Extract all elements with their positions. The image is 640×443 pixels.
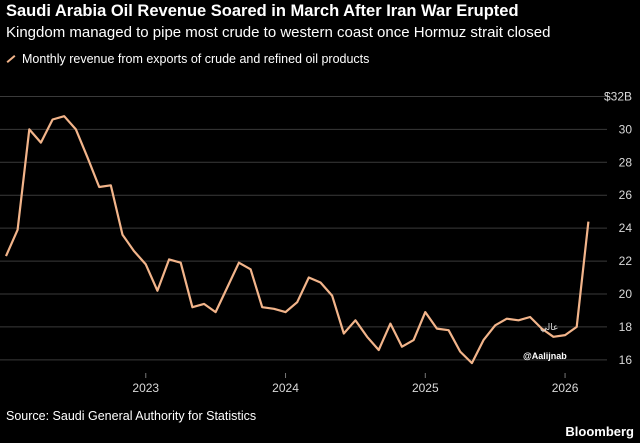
x-tick-label: 2024 bbox=[272, 381, 299, 395]
watermark-handle: @Aalijnab bbox=[523, 351, 567, 361]
source-note: Source: Saudi General Authority for Stat… bbox=[6, 409, 257, 423]
series-line-monthly-revenue bbox=[4, 115, 590, 365]
x-axis: 2023 2024 2025 2026 bbox=[132, 373, 579, 395]
y-tick-label: 18 bbox=[619, 320, 633, 334]
legend-label: Monthly revenue from exports of crude an… bbox=[22, 52, 370, 66]
x-tick-label: 2023 bbox=[132, 381, 159, 395]
legend: Monthly revenue from exports of crude an… bbox=[6, 52, 369, 66]
y-tick-label: 20 bbox=[619, 287, 633, 301]
chart-subtitle: Kingdom managed to pipe most crude to we… bbox=[6, 24, 551, 41]
x-tick-label: 2025 bbox=[412, 381, 439, 395]
y-tick-label: $32B bbox=[604, 89, 632, 103]
y-tick-label: 24 bbox=[619, 221, 633, 235]
y-tick-label: 16 bbox=[619, 353, 633, 367]
y-tick-label: 28 bbox=[619, 155, 633, 169]
chart-title: Saudi Arabia Oil Revenue Soared in March… bbox=[6, 2, 519, 20]
grid bbox=[0, 95, 607, 361]
y-axis: 16 18 20 22 24 26 28 30 $32B bbox=[604, 89, 632, 366]
plot-area bbox=[4, 115, 590, 365]
x-tick-label: 2026 bbox=[552, 381, 579, 395]
brand-logo: Bloomberg bbox=[565, 424, 634, 439]
watermark-arabic: عالي bbox=[540, 322, 559, 332]
y-tick-label: 30 bbox=[619, 122, 633, 136]
y-tick-label: 26 bbox=[619, 188, 633, 202]
y-tick-label: 22 bbox=[619, 254, 633, 268]
